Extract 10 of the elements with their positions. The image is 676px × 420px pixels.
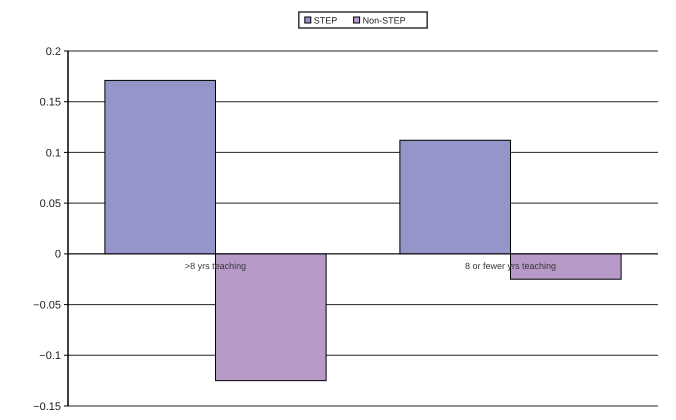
y-tick-label: −0.1 [39,350,61,362]
y-tick-label: 0.05 [40,198,61,210]
y-tick-label: 0.2 [46,46,61,58]
legend-label: Non-STEP [362,16,406,26]
legend-label: STEP [314,16,338,26]
y-tick-label: 0.15 [40,96,61,109]
y-tick-label: −0.15 [33,400,61,413]
y-tick-label: −0.05 [33,299,61,312]
y-tick-label: 0.1 [46,147,61,160]
y-tick-label: 0 [54,248,61,261]
